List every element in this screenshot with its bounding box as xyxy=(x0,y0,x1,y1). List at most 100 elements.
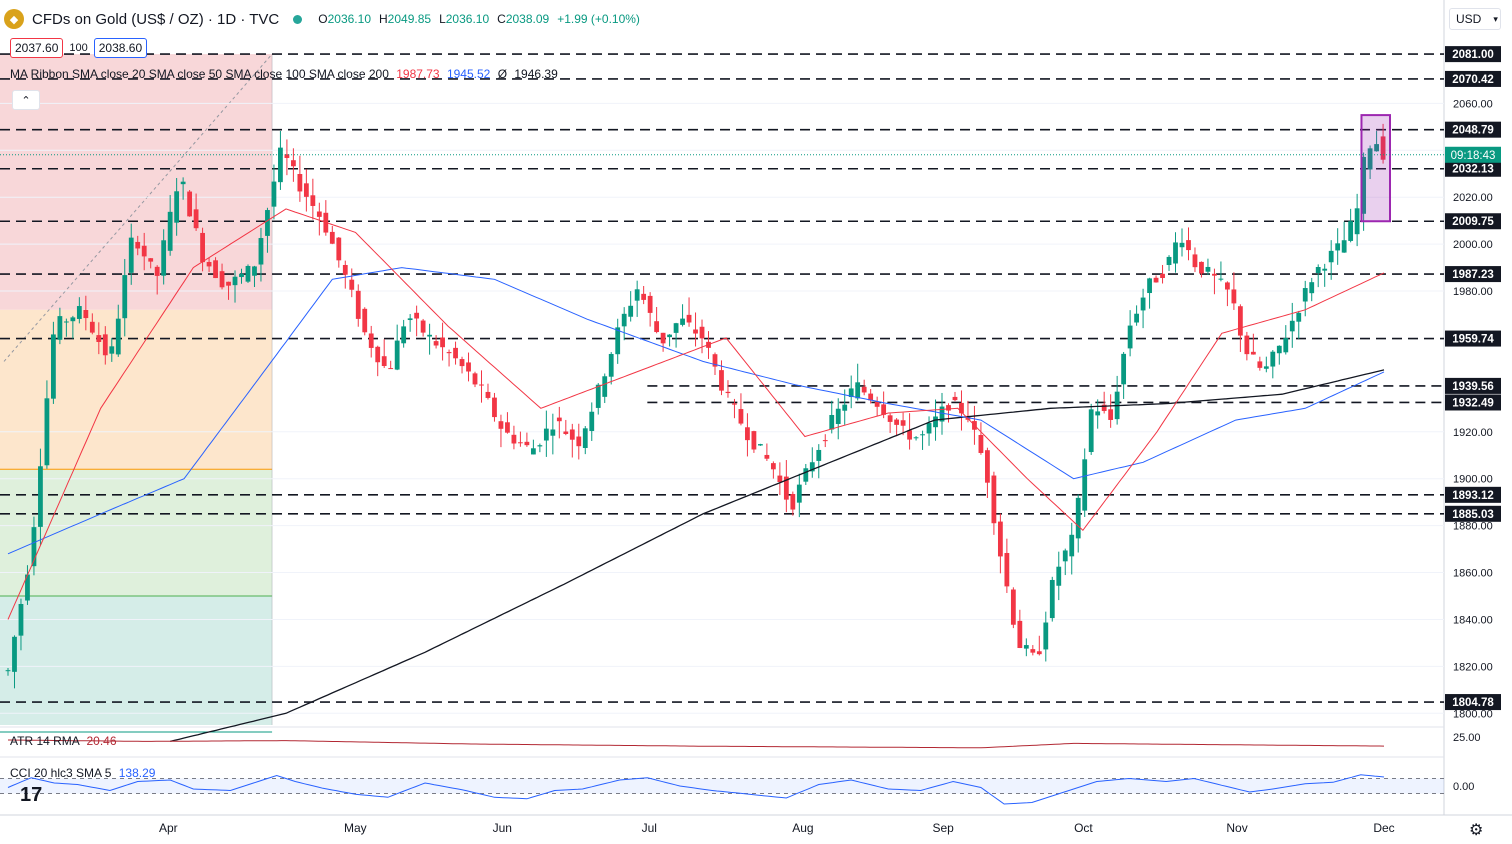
candle-body xyxy=(667,334,672,338)
price-label: 1939.56 xyxy=(1452,381,1494,393)
x-tick-label: Dec xyxy=(1373,821,1394,835)
candle-body xyxy=(1153,277,1159,283)
candle-body xyxy=(505,422,510,433)
candle-body xyxy=(952,396,958,401)
sma20-line xyxy=(7,208,1385,620)
atr-tick-label: 25.00 xyxy=(1453,732,1481,744)
price-label-bg xyxy=(1445,486,1501,503)
candle-body xyxy=(76,306,82,319)
candle-body xyxy=(394,340,400,370)
cci-legend[interactable]: CCI 20 hlc3 SMA 5 138.29 xyxy=(10,766,155,780)
fib-zone-1 xyxy=(0,309,273,470)
candle-body xyxy=(1244,335,1250,355)
spread-value: 100 xyxy=(69,42,88,54)
chart-header: ◆ CFDs on Gold (US$ / OZ) · 1D · TVC O20… xyxy=(4,6,648,32)
sell-price-button[interactable]: 2037.60 xyxy=(10,38,64,58)
candle-body xyxy=(31,527,37,567)
cci-line xyxy=(7,774,1385,805)
price-label-bg xyxy=(1445,694,1501,711)
candle-body xyxy=(206,261,212,267)
atr-value: 20.46 xyxy=(86,734,117,748)
candle-body xyxy=(1192,254,1198,268)
candle-body xyxy=(816,449,822,461)
candle-body xyxy=(1296,312,1302,322)
candle-body xyxy=(1374,144,1379,152)
candle-body xyxy=(303,183,309,197)
currency-select[interactable]: USD ▾ xyxy=(1449,8,1501,30)
candle-body xyxy=(1140,297,1146,311)
fib-zone-3 xyxy=(0,595,273,725)
candle-body xyxy=(926,423,932,434)
candle-body xyxy=(96,335,102,342)
candle-body xyxy=(336,237,342,261)
candle-body xyxy=(1335,243,1341,251)
candle-body xyxy=(783,476,789,500)
price-label: 1885.03 xyxy=(1452,509,1494,521)
candle-body xyxy=(5,670,11,672)
candle-body xyxy=(141,245,147,257)
x-tick-label: Aug xyxy=(792,821,813,835)
candle-body xyxy=(1283,338,1289,353)
symbol-title[interactable]: CFDs on Gold (US$ / OZ) · 1D · TVC xyxy=(32,10,280,28)
candle-body xyxy=(608,353,614,377)
candle-body xyxy=(492,397,497,418)
candle-body xyxy=(57,316,63,340)
candle-body xyxy=(1212,273,1217,276)
candle-body xyxy=(848,388,854,398)
candle-body xyxy=(537,445,543,447)
candle-body xyxy=(1023,645,1029,649)
candle-body xyxy=(349,279,355,290)
candle-body xyxy=(595,384,601,408)
candle-body xyxy=(1173,242,1178,264)
candle-body xyxy=(745,427,750,441)
ohlc-high: H2049.85 xyxy=(379,12,432,26)
candle-body xyxy=(368,333,374,348)
candle-body xyxy=(764,454,770,459)
y-tick-label: 1920.00 xyxy=(1453,427,1493,439)
candle-body xyxy=(628,305,634,317)
y-tick-label: 1820.00 xyxy=(1453,661,1493,673)
candle-body xyxy=(569,429,575,440)
candle-body xyxy=(25,574,30,601)
candle-body xyxy=(420,320,426,333)
buy-price-button[interactable]: 2038.60 xyxy=(93,38,148,58)
candle-body xyxy=(1134,313,1139,323)
candle-body xyxy=(18,603,24,636)
atr-legend[interactable]: ATR 14 RMA 20.46 xyxy=(10,734,117,748)
price-label: 1893.12 xyxy=(1452,490,1494,502)
ohlc-close: C2038.09 xyxy=(497,12,550,26)
candle-body xyxy=(122,275,128,319)
candle-body xyxy=(680,318,685,325)
cci-tick-label: 0.00 xyxy=(1453,781,1474,793)
gear-icon[interactable]: ⚙ xyxy=(1469,822,1484,839)
candle-body xyxy=(1147,278,1152,294)
candle-body xyxy=(407,318,413,321)
candle-body xyxy=(518,442,523,444)
candle-body xyxy=(796,484,802,503)
candle-body xyxy=(894,419,900,425)
price-label: 2081.00 xyxy=(1452,49,1494,61)
candle-body xyxy=(1062,550,1068,562)
candle-body xyxy=(602,376,608,397)
candle-body xyxy=(1289,320,1295,332)
candle-body xyxy=(271,181,277,207)
candle-body xyxy=(1082,459,1088,511)
candle-body xyxy=(135,241,141,249)
candle-body xyxy=(1179,242,1185,248)
candle-body xyxy=(959,402,964,414)
candle-body xyxy=(284,154,290,158)
ma-ribbon-legend[interactable]: MA Ribbon SMA close 20 SMA close 50 SMA … xyxy=(10,67,558,81)
candle-body xyxy=(550,429,556,436)
candle-body xyxy=(576,436,582,447)
tradingview-logo-icon[interactable]: 17 xyxy=(20,784,43,806)
countdown-label: 09:18:43 xyxy=(1451,150,1496,162)
candle-body xyxy=(1004,552,1010,587)
candle-body xyxy=(693,329,698,334)
candle-body xyxy=(1095,411,1101,416)
chevron-up-icon[interactable]: ⌃ xyxy=(12,90,40,110)
candle-body xyxy=(213,260,218,279)
y-tick-label: 1900.00 xyxy=(1453,474,1493,486)
x-tick-label: Apr xyxy=(159,821,178,835)
candle-body xyxy=(239,273,244,278)
